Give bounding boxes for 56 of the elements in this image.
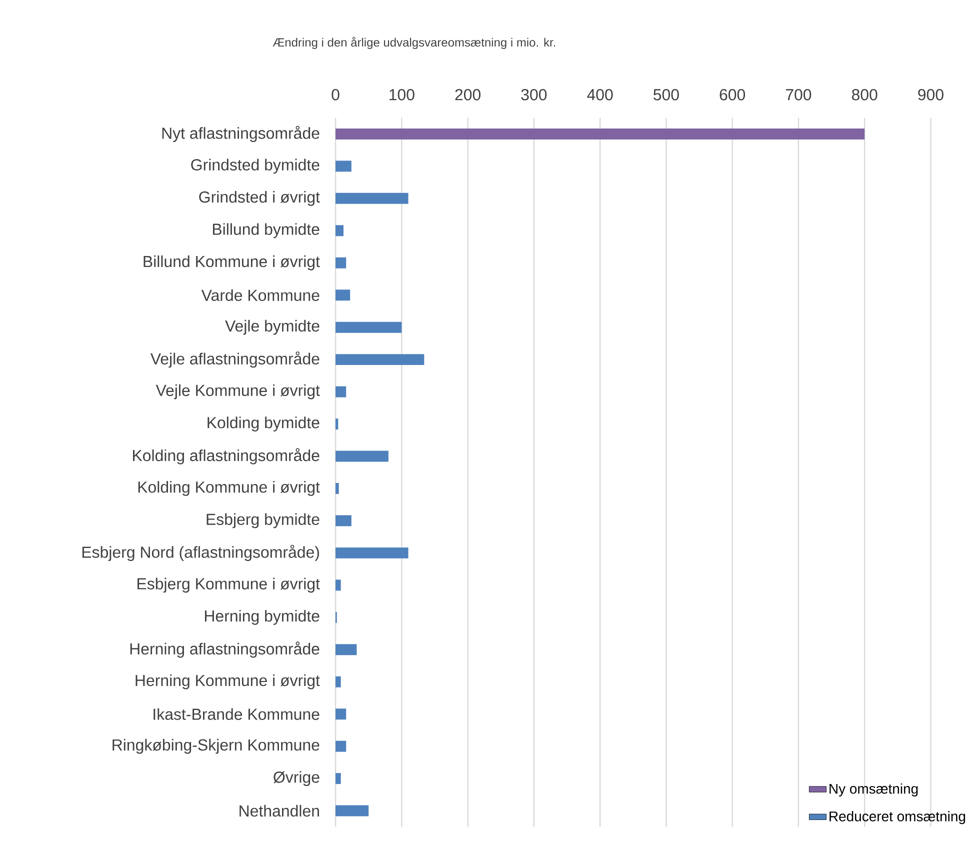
bar (336, 548, 408, 559)
x-tick-label: 0 (332, 89, 340, 100)
bar (336, 257, 346, 268)
bar (336, 805, 369, 816)
y-tick-label: Grindsted i øvrigt (199, 191, 320, 206)
bar (336, 418, 338, 430)
legend-label: Reduceret omsætning (830, 811, 966, 824)
y-tick-label: Esbjerg bymidte (206, 513, 320, 528)
bar (336, 644, 357, 656)
y-tick-label: Esbjerg Nord (aflastningsområde) (82, 544, 319, 562)
y-tick-label: Ringkøbing-Skjern Kommune (112, 738, 320, 754)
y-tick-label: Kolding bymidte (208, 416, 320, 432)
y-tick-label: Billund bymidte (212, 223, 320, 238)
legend-label: Ny omsætning (830, 784, 918, 797)
y-tick-label: Esbjerg Kommune i øvrigt (138, 578, 320, 593)
x-tick-label: 400 (587, 89, 613, 100)
bar (336, 225, 344, 236)
bar (336, 193, 408, 204)
x-tick-label: 100 (390, 89, 414, 100)
bar (336, 740, 346, 752)
y-tick-label: Ikast-Brande Kommune (154, 708, 320, 720)
bar (336, 290, 350, 301)
y-tick-label: Kolding aflastningsområde (133, 448, 320, 464)
y-tick-label: Vejle Kommune i øvrigt (156, 384, 320, 400)
chart-title: Ændring i den årlige udvalgsvareomsætning i mio. kr. (272, 36, 556, 50)
x-tick-label: 700 (786, 89, 812, 100)
x-tick-label: 600 (720, 89, 746, 100)
x-tick-label: 900 (918, 89, 944, 100)
y-tick-label: Herning aflastningsområde (130, 642, 320, 658)
x-tick-label: 300 (521, 89, 547, 100)
y-tick-label: Vejle bymidte (225, 320, 320, 335)
y-tick-label: Herning Kommune i øvrigt (136, 674, 320, 690)
bar (336, 386, 346, 398)
bar (336, 676, 341, 688)
y-tick-label: Kolding Kommune i øvrigt (138, 481, 320, 496)
bar (336, 708, 346, 720)
y-tick-label: Nyt aflastningsområde (162, 126, 320, 142)
bar (336, 515, 352, 526)
y-tick-label: Nethandlen (240, 804, 319, 817)
y-tick-label: Herning bymidte (205, 610, 320, 625)
bar (336, 483, 339, 494)
x-tick-label: 500 (654, 89, 679, 100)
y-tick-label: Grindsted bymidte (191, 158, 320, 174)
bar (336, 322, 402, 333)
y-tick-label: Billund Kommune i øvrigt (144, 256, 320, 270)
bar (336, 773, 341, 784)
bar (336, 128, 865, 140)
x-tick-label: 200 (455, 89, 480, 100)
y-tick-label: Varde Kommune (201, 289, 320, 302)
bar (336, 450, 388, 462)
y-tick-label: Øvrige (274, 771, 320, 786)
bar (336, 160, 352, 172)
bar (336, 354, 424, 366)
bar (336, 580, 341, 591)
x-tick-label: 800 (852, 89, 878, 100)
y-tick-label: Vejle aflastningsområde (150, 352, 320, 368)
